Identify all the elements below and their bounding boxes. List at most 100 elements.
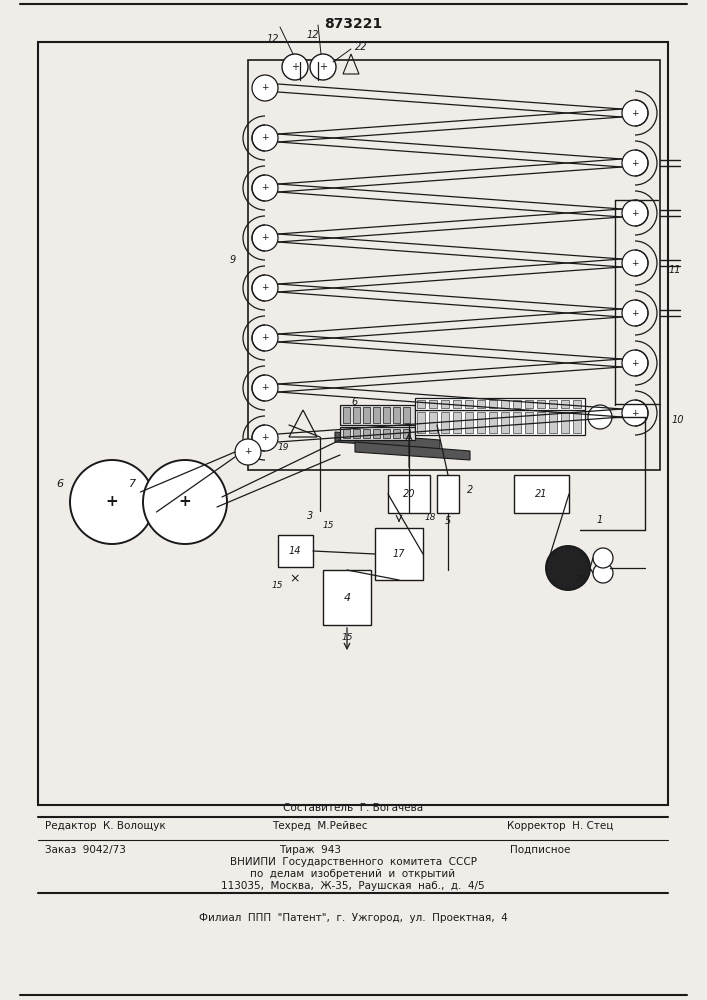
Text: 9: 9 xyxy=(230,255,236,265)
Text: Составитель  Г. Богачева: Составитель Г. Богачева xyxy=(283,803,423,813)
Bar xyxy=(549,412,557,433)
Text: 12: 12 xyxy=(307,30,320,40)
Polygon shape xyxy=(355,442,470,460)
Bar xyxy=(441,412,449,433)
Text: Тираж  943: Тираж 943 xyxy=(279,845,341,855)
Bar xyxy=(343,407,350,423)
Bar xyxy=(278,535,313,567)
Circle shape xyxy=(593,563,613,583)
Text: Корректор  Н. Стец: Корректор Н. Стец xyxy=(507,821,613,831)
Bar xyxy=(340,427,415,440)
Bar xyxy=(513,412,521,433)
Circle shape xyxy=(622,200,648,226)
Text: +: + xyxy=(291,62,299,72)
Bar xyxy=(415,398,585,410)
Bar xyxy=(340,405,415,425)
Bar xyxy=(561,412,569,433)
Bar xyxy=(417,400,425,408)
Text: +: + xyxy=(631,359,638,367)
Text: +: + xyxy=(262,334,269,342)
Bar xyxy=(373,407,380,423)
Text: 6: 6 xyxy=(352,397,358,407)
Text: Техред  М.Рейвес: Техред М.Рейвес xyxy=(272,821,368,831)
Bar xyxy=(343,429,350,438)
Bar xyxy=(465,412,473,433)
Bar xyxy=(489,400,497,408)
Circle shape xyxy=(310,54,336,80)
Text: 10: 10 xyxy=(672,415,684,425)
Bar xyxy=(477,400,485,408)
Circle shape xyxy=(143,460,227,544)
Bar xyxy=(383,429,390,438)
Bar xyxy=(489,412,497,433)
Bar xyxy=(393,407,400,423)
Bar xyxy=(38,42,668,805)
Circle shape xyxy=(235,439,261,465)
Text: 6: 6 xyxy=(57,479,64,489)
Text: Филиал  ППП  "Патент",  г.  Ужгород,  ул.  Проектная,  4: Филиал ППП "Патент", г. Ужгород, ул. Про… xyxy=(199,913,508,923)
Text: +: + xyxy=(631,209,638,218)
Text: Редактор  К. Волощук: Редактор К. Волощук xyxy=(45,821,165,831)
Text: +: + xyxy=(262,84,269,93)
Text: ВНИИПИ  Государственного  комитета  СССР: ВНИИПИ Государственного комитета СССР xyxy=(230,857,477,867)
Text: ×: × xyxy=(290,572,300,585)
Bar xyxy=(393,429,400,438)
Bar xyxy=(537,412,545,433)
Text: 12: 12 xyxy=(267,34,279,44)
Text: 16: 16 xyxy=(574,576,586,584)
Text: +: + xyxy=(631,258,638,267)
Text: 3: 3 xyxy=(307,511,313,521)
Bar xyxy=(514,475,569,513)
Text: +: + xyxy=(262,233,269,242)
Text: 19: 19 xyxy=(277,442,288,452)
Bar xyxy=(248,60,660,470)
Bar xyxy=(383,407,390,423)
Circle shape xyxy=(70,460,154,544)
Circle shape xyxy=(593,548,613,568)
Text: +: + xyxy=(105,494,118,510)
Bar xyxy=(429,400,437,408)
Bar xyxy=(537,400,545,408)
Text: 113035,  Москва,  Ж-35,  Раушская  наб.,  д.  4/5: 113035, Москва, Ж-35, Раушская наб., д. … xyxy=(221,881,485,891)
Circle shape xyxy=(252,175,278,201)
Text: 15: 15 xyxy=(271,580,283,589)
Bar xyxy=(437,475,459,513)
Text: +: + xyxy=(262,383,269,392)
Text: +: + xyxy=(179,494,192,510)
Bar xyxy=(501,400,509,408)
Text: +: + xyxy=(262,434,269,442)
Text: по  делам  изобретений  и  открытий: по делам изобретений и открытий xyxy=(250,869,455,879)
Text: 21: 21 xyxy=(534,489,547,499)
Circle shape xyxy=(622,150,648,176)
Text: 17: 17 xyxy=(393,549,405,559)
Text: 15: 15 xyxy=(341,633,353,642)
Bar xyxy=(525,400,533,408)
Bar xyxy=(513,400,521,408)
Circle shape xyxy=(252,225,278,251)
Text: +: + xyxy=(262,284,269,292)
Text: +: + xyxy=(262,133,269,142)
Bar xyxy=(573,412,581,433)
Text: +: + xyxy=(319,62,327,72)
Text: 14: 14 xyxy=(288,546,301,556)
Text: 22: 22 xyxy=(355,42,367,52)
Circle shape xyxy=(252,75,278,101)
Text: 18: 18 xyxy=(424,512,436,522)
Text: 2: 2 xyxy=(467,485,473,495)
Text: 7: 7 xyxy=(129,479,136,489)
Text: +: + xyxy=(631,108,638,117)
Circle shape xyxy=(622,250,648,276)
Bar xyxy=(429,412,437,433)
Text: 1: 1 xyxy=(597,515,603,525)
Bar xyxy=(323,570,371,625)
Text: 20: 20 xyxy=(403,489,415,499)
Circle shape xyxy=(282,54,308,80)
Text: +: + xyxy=(631,158,638,167)
Bar xyxy=(363,407,370,423)
Text: Подписное: Подписное xyxy=(510,845,570,855)
Circle shape xyxy=(588,405,612,429)
Bar xyxy=(477,412,485,433)
Bar xyxy=(573,400,581,408)
Bar xyxy=(525,412,533,433)
Bar xyxy=(417,412,425,433)
